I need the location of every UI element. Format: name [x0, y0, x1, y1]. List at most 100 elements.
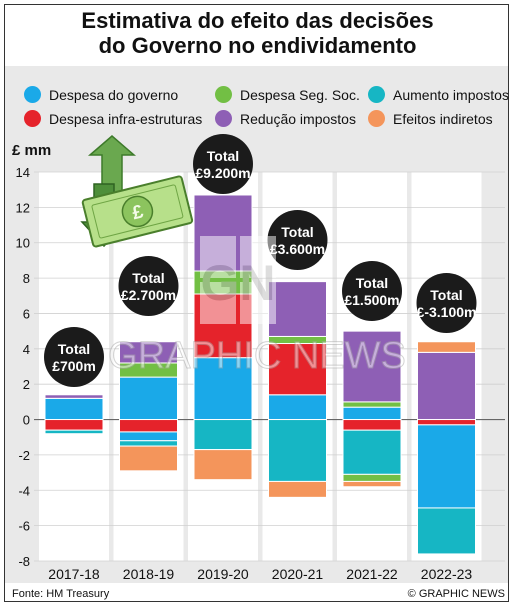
bar-segment-aumento-impostos — [342, 429, 402, 475]
bar-segment-despesa-governo — [119, 376, 178, 421]
bar-segment-aumento-impostos — [119, 440, 178, 447]
svg-text:Total: Total — [132, 270, 164, 286]
source-note: Fonte: HM Treasury — [12, 588, 110, 600]
arrow-up-icon — [87, 135, 137, 201]
total-label: Total£1.500m — [342, 261, 402, 321]
legend-item-aumento-impostos: Aumento impostos — [368, 86, 509, 103]
legend-item-despesa-seg-soc: Despesa Seg. Soc. — [215, 86, 360, 103]
bar-segment-efeitos-indiretos — [193, 449, 253, 481]
bar-segment-despesa-governo — [44, 397, 104, 421]
bar-segment-efeitos-indiretos — [417, 341, 476, 353]
svg-text:£9.200m: £9.200m — [195, 165, 250, 181]
bar-segment-despesa-infra — [119, 419, 178, 433]
y-tick-label: 4 — [23, 342, 30, 357]
bar-segment-reducao-impostos — [417, 351, 476, 421]
svg-text:Total: Total — [281, 224, 313, 240]
svg-text:£1.500m: £1.500m — [344, 292, 399, 308]
legend-swatch — [215, 110, 232, 127]
y-tick-label: -4 — [18, 483, 30, 498]
legend-swatch — [24, 86, 41, 103]
bar-segment-despesa-seg — [342, 401, 402, 408]
bar-segment-efeitos-indiretos — [342, 480, 402, 488]
bar-segment-despesa-governo — [268, 394, 327, 421]
legend-item-despesa-governo: Despesa do governo — [24, 86, 178, 103]
bar-segment-reducao-impostos — [44, 394, 104, 399]
bar-segment-aumento-impostos — [44, 429, 104, 435]
watermark-logo: GN — [200, 236, 276, 324]
svg-text:Total: Total — [356, 275, 388, 291]
legend-swatch — [368, 110, 385, 127]
watermark-logo-text: GN — [201, 255, 276, 311]
y-tick-label: -2 — [18, 448, 30, 463]
total-label: Total£9.200m — [193, 134, 253, 194]
title-line-1: Estimativa do efeito das decisões — [81, 8, 434, 33]
y-tick-label: 12 — [16, 200, 30, 215]
chart-title: Estimativa do efeito das decisões do Gov… — [0, 8, 515, 58]
total-label: Total£-3.100m — [416, 273, 477, 333]
bar-segment-aumento-impostos — [193, 419, 253, 451]
x-tick-label: 2020-21 — [272, 566, 324, 582]
bar-segment-efeitos-indiretos — [119, 445, 178, 472]
legend-label: Redução impostos — [240, 110, 356, 127]
svg-text:Total: Total — [430, 287, 462, 303]
svg-text:Total: Total — [58, 341, 90, 357]
svg-text:£3.600m: £3.600m — [270, 241, 325, 257]
bar-segment-despesa-seg — [342, 473, 402, 482]
bar-segment-reducao-impostos — [268, 281, 327, 337]
y-tick-label: 14 — [16, 165, 30, 180]
bar-segment-despesa-infra — [417, 419, 476, 426]
x-tick-label: 2018-19 — [123, 566, 175, 582]
y-tick-label: 8 — [23, 271, 30, 286]
legend-item-despesa-infra: Despesa infra-estruturas — [24, 110, 202, 127]
y-axis-unit: £ mm — [12, 142, 52, 159]
pound-coin-icon — [121, 195, 154, 228]
legend-swatch — [24, 110, 41, 127]
bar-segment-despesa-infra — [44, 419, 104, 431]
credit-note: © GRAPHIC NEWS — [407, 588, 505, 600]
x-tick-label: 2022-23 — [421, 566, 473, 582]
bar-segment-despesa-infra — [342, 419, 402, 431]
svg-text:£700m: £700m — [52, 358, 96, 374]
total-label: Total£3.600m — [267, 210, 328, 270]
bar-segment-despesa-infra — [268, 343, 327, 396]
legend-label: Despesa do governo — [49, 86, 179, 103]
bar-segment-aumento-impostos — [268, 419, 327, 482]
legend-label: Despesa Seg. Soc. — [240, 86, 360, 103]
bar-segment-reducao-impostos — [119, 341, 178, 364]
y-tick-label: 10 — [16, 236, 30, 251]
y-tick-label: 6 — [23, 306, 30, 321]
x-tick-label: 2017-18 — [48, 566, 100, 582]
svg-text:£2.700m: £2.700m — [121, 287, 176, 303]
legend-swatch — [215, 86, 232, 103]
x-tick-label: 2021-22 — [346, 566, 398, 582]
watermark: GN GRAPHIC NEWS — [108, 236, 406, 378]
watermark-text: GRAPHIC NEWS — [108, 335, 406, 377]
bar-segment-despesa-governo — [193, 357, 253, 421]
legend-band — [5, 66, 508, 136]
bar-segment-despesa-governo — [417, 424, 476, 509]
legend-item-efeitos-indiretos: Efeitos indiretos — [368, 110, 493, 127]
infographic-frame — [4, 4, 509, 602]
bar-segment-despesa-governo — [119, 431, 178, 442]
total-label: Total£2.700m — [118, 256, 179, 316]
svg-text:Total: Total — [207, 148, 239, 164]
bar-segment-aumento-impostos — [417, 507, 476, 555]
legend-label: Efeitos indiretos — [393, 110, 493, 127]
total-label: Total£700m — [44, 327, 104, 387]
bar-segment-reducao-impostos — [342, 330, 402, 403]
legend-item-reducao-impostos: Redução impostos — [215, 110, 356, 127]
bar-segment-efeitos-indiretos — [268, 480, 327, 498]
y-tick-label: 2 — [23, 377, 30, 392]
y-tick-label: -6 — [18, 519, 30, 534]
y-tick-label: 0 — [23, 413, 30, 428]
x-tick-label: 2019-20 — [197, 566, 249, 582]
svg-text:£-3.100m: £-3.100m — [417, 304, 477, 320]
legend-label: Aumento impostos — [393, 86, 509, 103]
money-arrow-illustration: £ — [80, 135, 194, 248]
legend-swatch — [368, 86, 385, 103]
y-tick-label: -8 — [18, 554, 30, 569]
legend-label: Despesa infra-estruturas — [49, 110, 203, 127]
bar-segment-despesa-governo — [342, 406, 402, 421]
title-line-2: do Governo no endividamento — [98, 33, 417, 58]
